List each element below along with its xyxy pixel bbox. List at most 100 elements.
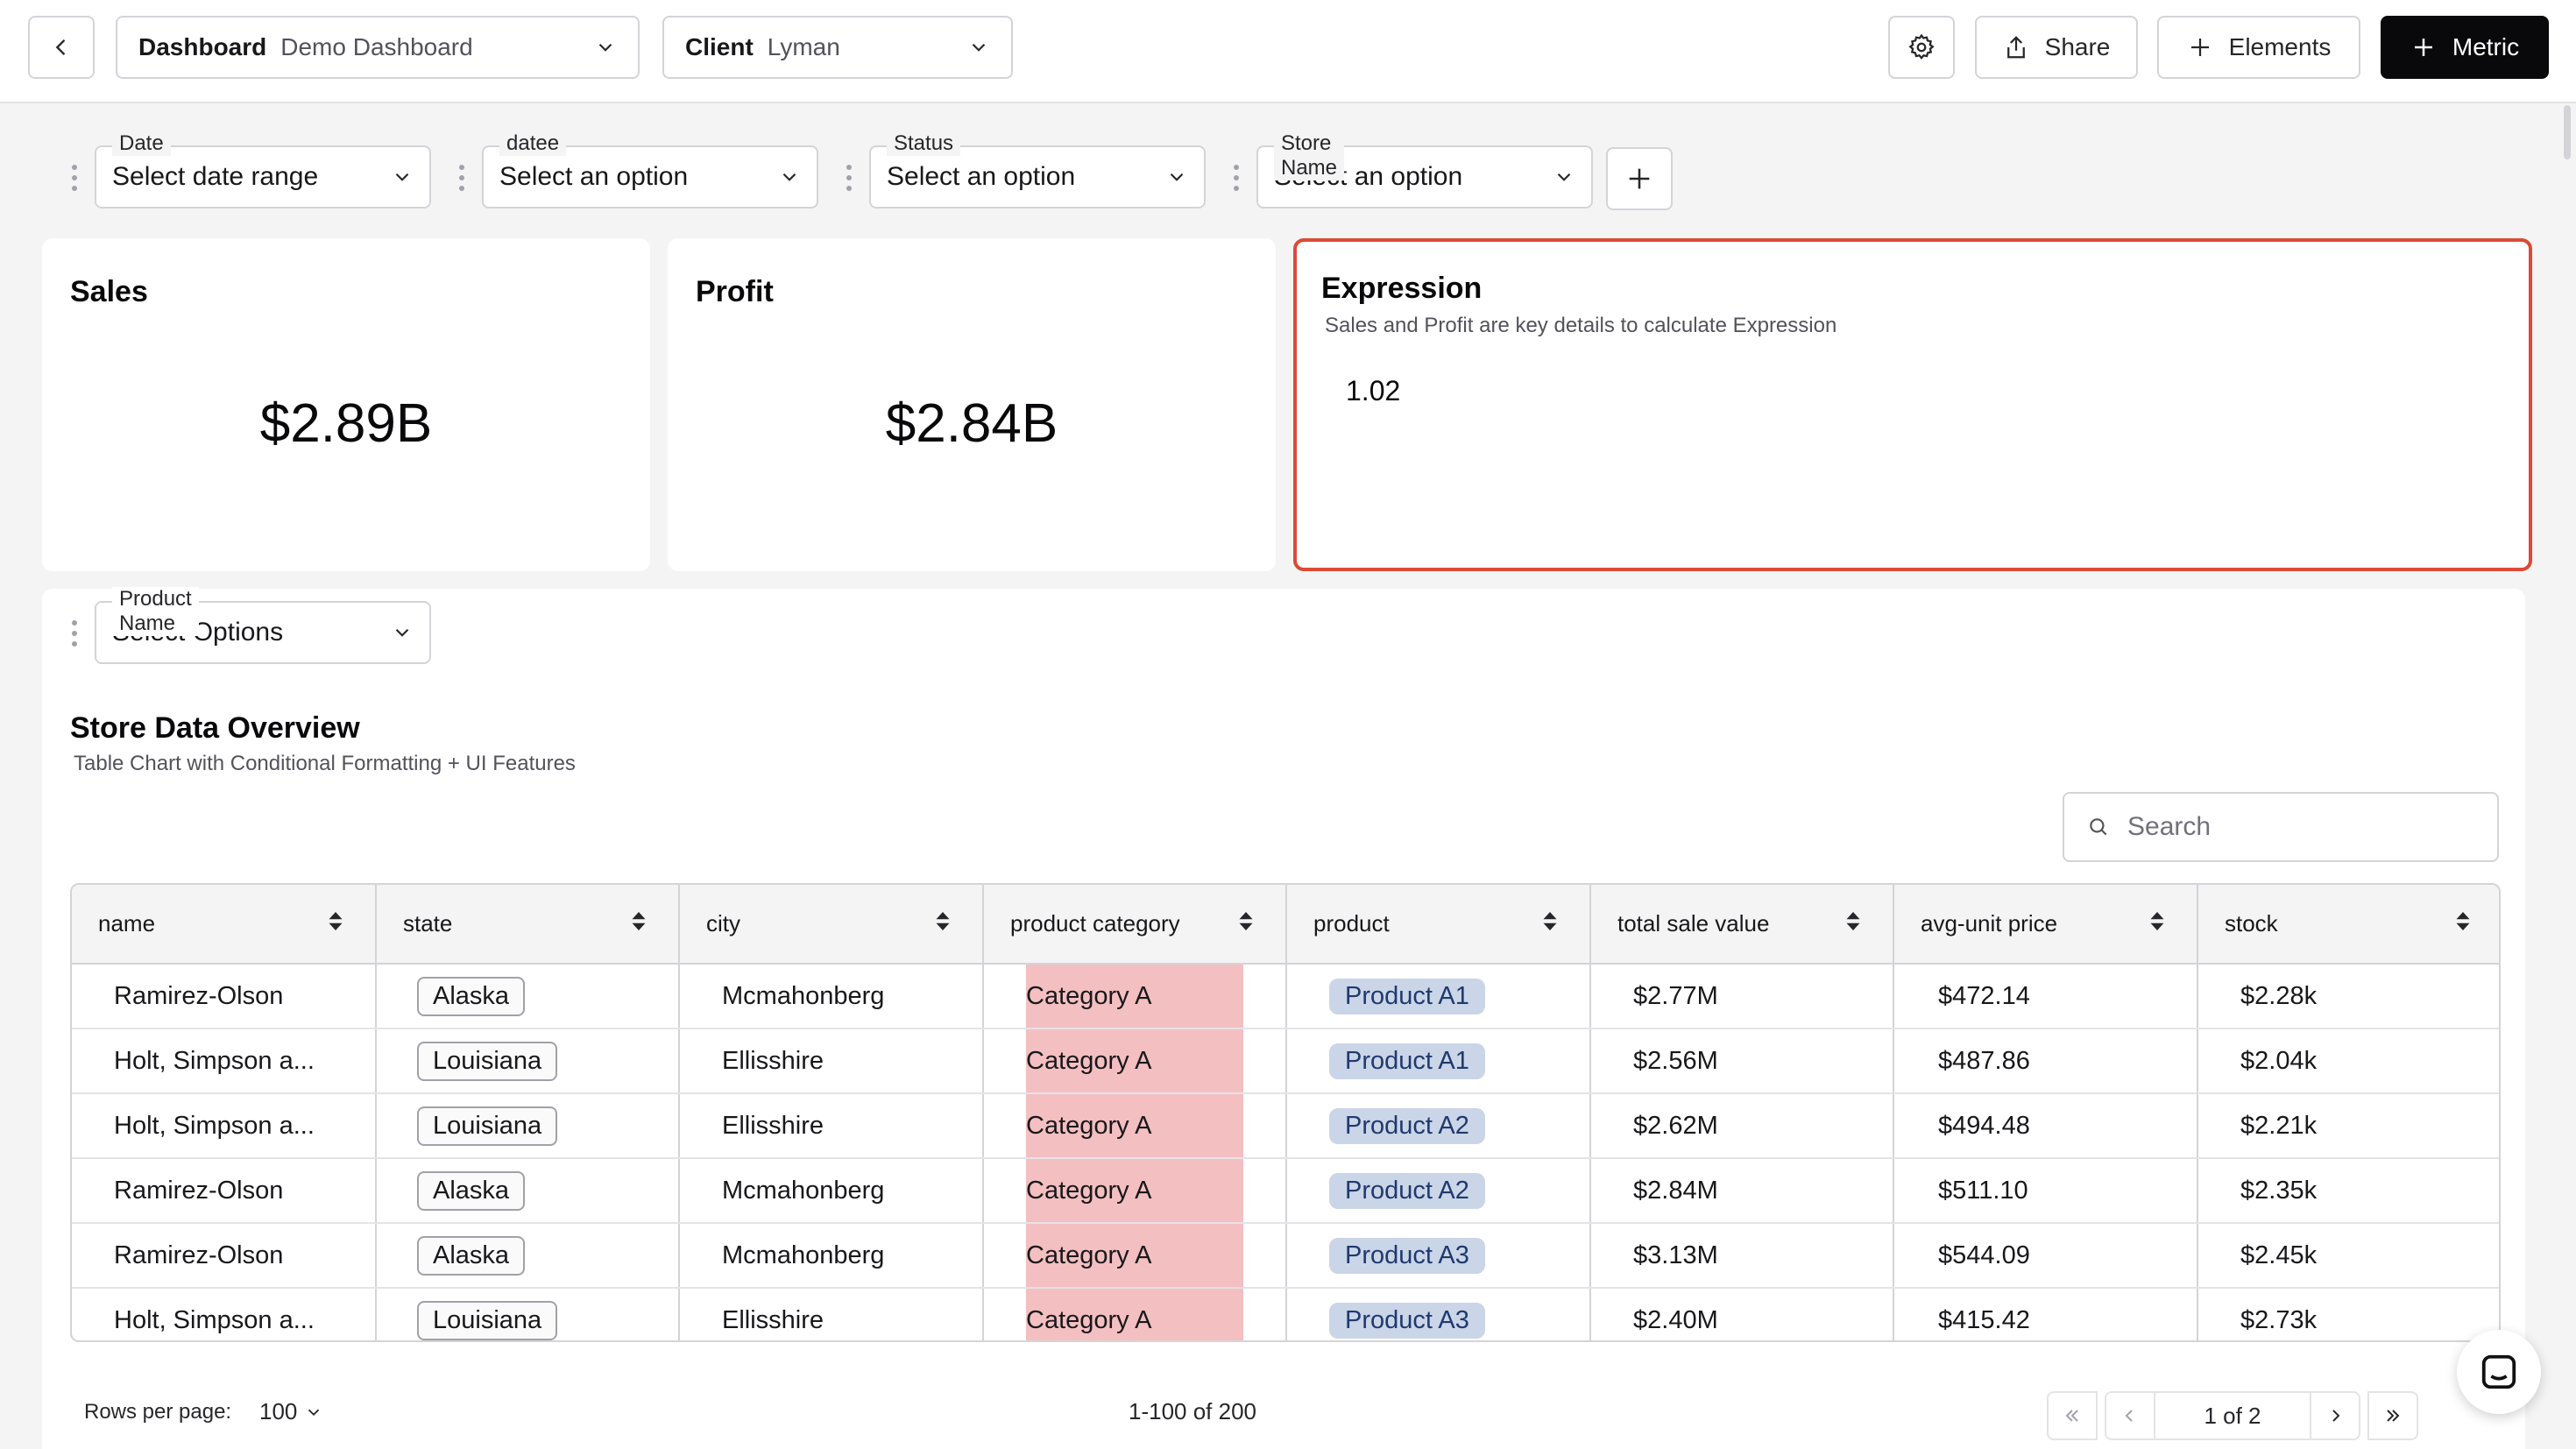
- metric-button-label: Metric: [2452, 33, 2520, 60]
- status-select[interactable]: Select an option: [869, 145, 1206, 209]
- cell-text: $2.28k: [2240, 981, 2318, 1010]
- column-header[interactable]: product: [1286, 885, 1591, 965]
- cell-text: $544.09: [1938, 1240, 2030, 1269]
- date-range-select[interactable]: Select date range: [95, 145, 431, 209]
- expression-card[interactable]: Expression Sales and Profit are key deta…: [1293, 238, 2532, 571]
- cell-text: $2.62M: [1633, 1111, 1718, 1140]
- last-page-button[interactable]: [2367, 1391, 2418, 1440]
- page-indicator: 1 of 2: [2154, 1391, 2311, 1440]
- filter-label: datee: [499, 131, 567, 156]
- column-header[interactable]: stock: [2197, 885, 2499, 965]
- table-row[interactable]: Ramirez-Olson Alaska Mcmahonberg Category A…: [72, 1223, 2499, 1289]
- next-page-button[interactable]: [2310, 1391, 2360, 1440]
- client-select[interactable]: Client Lyman: [662, 16, 1013, 79]
- table-row[interactable]: Holt, Simpson a... Louisiana Ellisshire Cat…: [72, 1028, 2499, 1094]
- sort-icon[interactable]: [328, 910, 343, 931]
- rows-per-page-select[interactable]: 100: [259, 1398, 323, 1425]
- elements-button-label: Elements: [2228, 33, 2332, 60]
- cell-product-category: Category A: [983, 1288, 1287, 1340]
- cell-text: Mcmahonberg: [722, 1240, 885, 1269]
- cell-text: $2.21k: [2240, 1111, 2318, 1140]
- drag-handle-icon[interactable]: [846, 165, 853, 191]
- share-button[interactable]: Share: [1975, 16, 2138, 79]
- sort-icon[interactable]: [1845, 910, 1861, 931]
- chevron-down-icon: [395, 628, 409, 637]
- sort-icon[interactable]: [1542, 910, 1558, 931]
- product-tag: Product A2: [1329, 1172, 1485, 1209]
- column-header-label: name: [98, 910, 156, 937]
- cell-stock: $2.45k: [2197, 1223, 2499, 1289]
- column-header[interactable]: city: [679, 885, 984, 965]
- search-input[interactable]: [2127, 812, 2460, 842]
- prev-page-button[interactable]: [2105, 1391, 2155, 1440]
- sort-icon[interactable]: [1238, 910, 1254, 931]
- dashboard-select[interactable]: Dashboard Demo Dashboard: [116, 16, 640, 79]
- plus-icon: [1629, 168, 1650, 189]
- cell-stock: $2.04k: [2197, 1028, 2499, 1094]
- state-tag: Alaska: [417, 1235, 526, 1276]
- column-header[interactable]: name: [72, 885, 377, 965]
- cell-stock: $2.35k: [2197, 1158, 2499, 1224]
- chevron-left-icon: [55, 39, 66, 55]
- rows-per-page-label: Rows per page:: [84, 1400, 232, 1424]
- cell-text: $2.04k: [2240, 1046, 2318, 1075]
- cell-state: Alaska: [376, 964, 680, 1029]
- column-header[interactable]: total sale value: [1590, 885, 1894, 965]
- cell-state: Alaska: [376, 1158, 680, 1224]
- product-tag: Product A3: [1329, 1237, 1485, 1274]
- add-filter-button[interactable]: [1606, 147, 1673, 210]
- last-page-icon: [2387, 1410, 2400, 1422]
- cell-product: Product A2: [1286, 1093, 1591, 1159]
- drag-handle-icon[interactable]: [1234, 165, 1241, 191]
- table-row[interactable]: Ramirez-Olson Alaska Mcmahonberg Category A…: [72, 1158, 2499, 1224]
- profit-card[interactable]: Profit $2.84B: [668, 238, 1276, 571]
- drag-handle-icon[interactable]: [72, 620, 79, 647]
- cell-text: Category A: [1026, 1046, 1152, 1075]
- chat-launcher-button[interactable]: [2457, 1330, 2541, 1414]
- sort-icon[interactable]: [631, 910, 647, 931]
- drag-handle-icon[interactable]: [72, 165, 79, 191]
- sales-card[interactable]: Sales $2.89B: [42, 238, 650, 571]
- cell-product-category: Category A: [983, 1158, 1287, 1224]
- conditional-highlight: [1026, 1224, 1243, 1286]
- column-header[interactable]: product category: [983, 885, 1287, 965]
- cell-text: Category A: [1026, 1111, 1152, 1140]
- drag-handle-icon[interactable]: [459, 165, 466, 191]
- column-header[interactable]: state: [376, 885, 680, 965]
- conditional-highlight: [1026, 1159, 1243, 1221]
- chevron-down-icon: [972, 43, 986, 52]
- column-header-label: city: [706, 910, 740, 937]
- cell-avg-unit-price: $487.86: [1893, 1028, 2198, 1094]
- state-tag: Alaska: [417, 976, 526, 1016]
- settings-button[interactable]: [1888, 16, 1955, 79]
- share-icon: [2006, 36, 2025, 59]
- cell-name: Holt, Simpson a...: [72, 1028, 377, 1094]
- cell-text: Mcmahonberg: [722, 1176, 885, 1205]
- cell-text: Category A: [1026, 1305, 1152, 1334]
- state-tag: Louisiana: [417, 1106, 558, 1146]
- cell-total-sale-value: $2.56M: [1590, 1028, 1894, 1094]
- back-button[interactable]: [28, 16, 95, 79]
- datee-select[interactable]: Select an option: [482, 145, 818, 209]
- sort-icon[interactable]: [2455, 910, 2471, 931]
- cell-text: Ellisshire: [722, 1046, 824, 1075]
- add-metric-button[interactable]: Metric: [2381, 16, 2549, 79]
- chevron-down-icon: [1170, 173, 1184, 181]
- product-tag: Product A1: [1329, 1043, 1485, 1079]
- column-header[interactable]: avg-unit price: [1893, 885, 2198, 965]
- table-row[interactable]: Holt, Simpson a... Louisiana Ellisshire Cat…: [72, 1093, 2499, 1159]
- table-row[interactable]: Holt, Simpson a... Louisiana Ellisshire Cat…: [72, 1288, 2499, 1340]
- filter-value: Select date range: [112, 162, 319, 191]
- cell-text: $415.42: [1938, 1305, 2030, 1334]
- sort-icon[interactable]: [935, 910, 951, 931]
- column-header-label: stock: [2225, 910, 2278, 937]
- page-scrollbar[interactable]: [2564, 105, 2571, 159]
- chevron-down-icon: [395, 173, 409, 181]
- first-page-button[interactable]: [2047, 1391, 2098, 1440]
- sort-icon[interactable]: [2149, 910, 2165, 931]
- client-select-label: Client: [685, 33, 754, 60]
- cell-text: $494.48: [1938, 1111, 2030, 1140]
- add-elements-button[interactable]: Elements: [2157, 16, 2360, 79]
- table-row[interactable]: Ramirez-Olson Alaska Mcmahonberg Category A…: [72, 964, 2499, 1029]
- table-search[interactable]: [2063, 792, 2499, 862]
